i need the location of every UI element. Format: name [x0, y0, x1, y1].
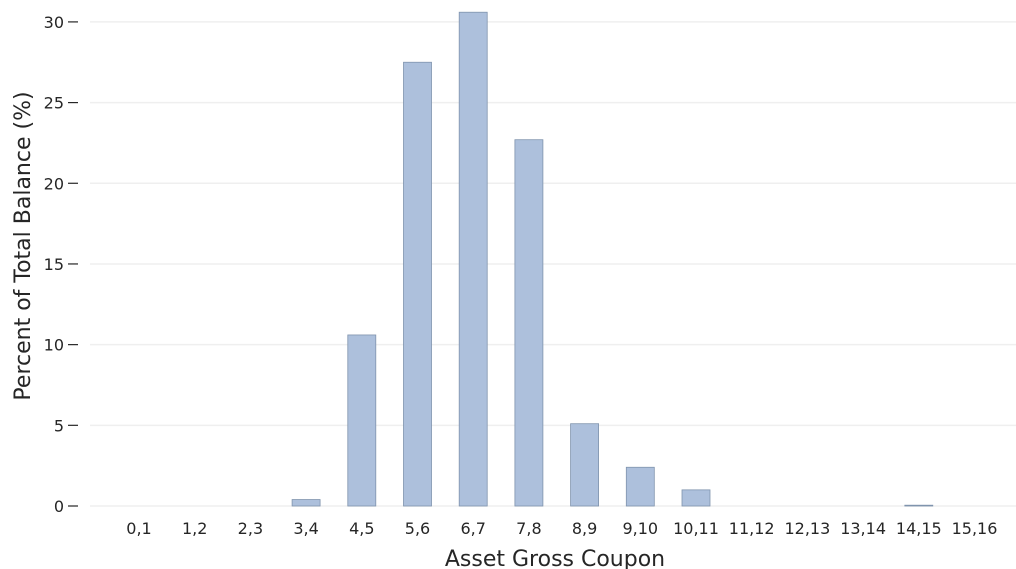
x-tick-label: 8,9	[572, 519, 597, 538]
y-tick-label: 20	[44, 174, 64, 193]
x-tick-label: 4,5	[349, 519, 374, 538]
bar-3-4	[291, 499, 321, 507]
x-tick-label: 14,15	[896, 519, 942, 538]
x-tick-label: 15,16	[952, 519, 998, 538]
bar-6-7	[458, 11, 488, 507]
y-tick-labels: 0 5 10 15 20 25 30	[44, 13, 78, 516]
bar-10-11	[681, 489, 711, 507]
x-tick-label: 0,1	[126, 519, 151, 538]
y-tick-label: 10	[44, 336, 64, 355]
x-tick-label: 7,8	[516, 519, 541, 538]
x-tick-label: 9,10	[622, 519, 658, 538]
y-axis-label: Percent of Total Balance (%)	[11, 91, 36, 400]
bar-4-5	[347, 334, 377, 507]
y-tick-label: 5	[54, 416, 64, 435]
x-tick-label: 2,3	[238, 519, 263, 538]
bar-7-8	[514, 139, 544, 507]
bar-14-15	[904, 504, 934, 507]
bar-5-6	[403, 61, 432, 507]
bars	[291, 11, 934, 507]
x-tick-label: 3,4	[293, 519, 318, 538]
x-axis-label: Asset Gross Coupon	[445, 547, 665, 569]
x-tick-label: 13,14	[840, 519, 886, 538]
x-tick-label: 11,12	[729, 519, 775, 538]
bar-8-9	[570, 423, 599, 507]
y-tick-label: 30	[44, 13, 64, 32]
x-tick-label: 10,11	[673, 519, 719, 538]
y-tick-label: 0	[54, 497, 64, 516]
x-tick-label: 6,7	[460, 519, 485, 538]
bar-9-10	[625, 466, 655, 507]
y-tick-label: 15	[44, 255, 64, 274]
gridlines	[90, 21, 1016, 507]
x-tick-label: 1,2	[182, 519, 207, 538]
y-tick-label: 25	[44, 94, 64, 113]
x-tick-label: 12,13	[784, 519, 830, 538]
x-tick-label: 5,6	[405, 519, 430, 538]
x-tick-labels: 0,1 1,2 2,3 3,4 4,5 5,6 6,7 7,8 8,9 9,10 10,11 11,1…	[126, 519, 997, 538]
